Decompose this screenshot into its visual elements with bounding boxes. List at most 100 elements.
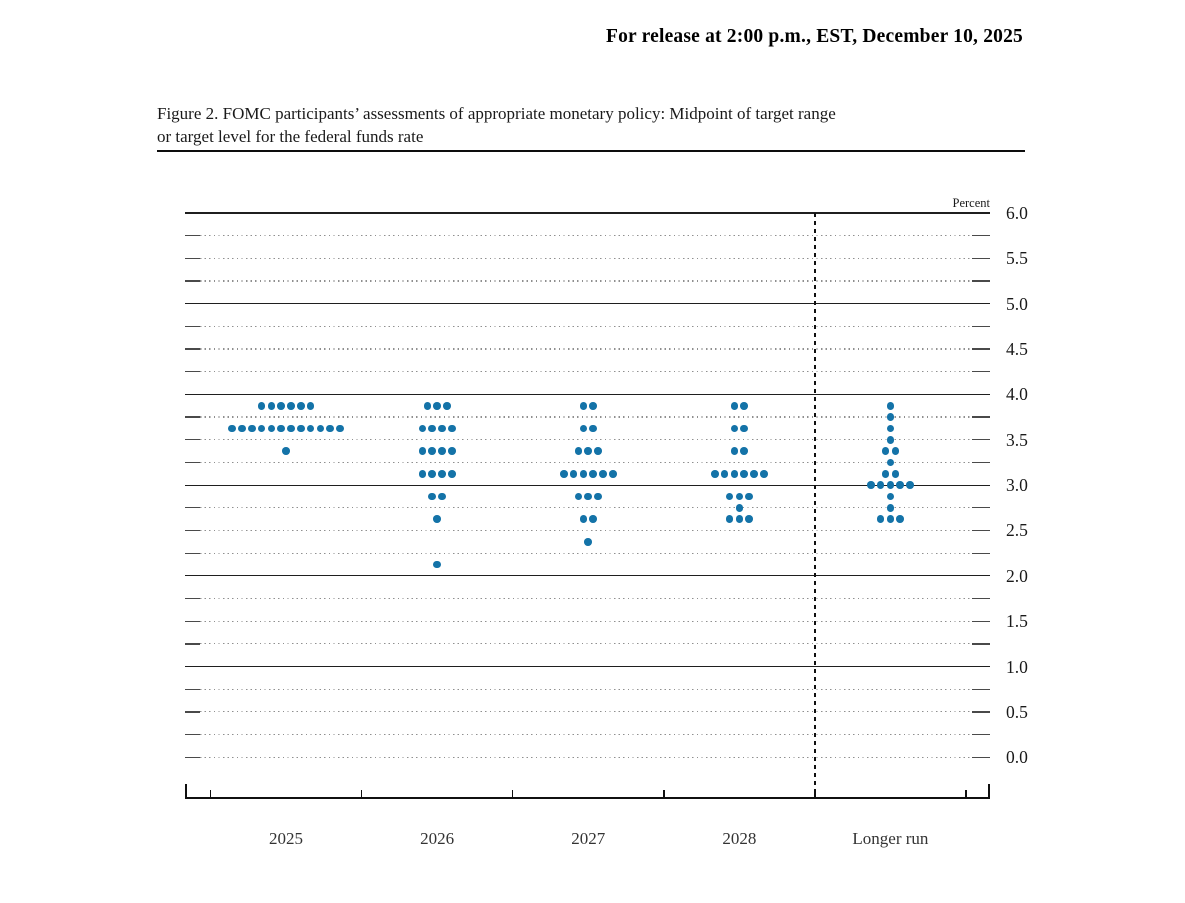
projection-dot <box>443 401 451 410</box>
projection-dot <box>438 492 446 501</box>
gridline-left-dash <box>185 620 200 622</box>
projection-dot <box>730 401 739 410</box>
projection-dot <box>730 424 739 433</box>
gridline-right-dash <box>972 280 990 282</box>
x-axis-category-label: 2025 <box>269 829 304 848</box>
projection-dot <box>886 515 895 523</box>
projection-dot <box>886 401 895 410</box>
gridline-dotted <box>200 643 972 645</box>
projection-dot <box>257 424 266 433</box>
x-axis-tick <box>209 790 212 798</box>
figure-title: Figure 2. FOMC participants’ assessments… <box>157 103 1037 148</box>
projection-dot <box>891 469 900 478</box>
x-axis-category-label: 2028 <box>722 829 757 848</box>
projection-dot <box>886 492 895 501</box>
projection-dot <box>876 515 885 523</box>
projection-dot <box>886 458 895 467</box>
projection-dot <box>296 401 305 410</box>
gridline-left-dash <box>185 529 200 532</box>
projection-dot <box>282 447 290 455</box>
gridline-solid <box>185 212 990 215</box>
projection-dot <box>267 401 276 410</box>
projection-dot <box>876 481 885 489</box>
y-axis-tick-label: 5.0 <box>1006 293 1028 314</box>
projection-dot <box>579 469 588 478</box>
projection-dot <box>336 424 344 433</box>
projection-dot <box>740 447 749 455</box>
x-axis-corner-tick <box>988 784 990 798</box>
projection-dot <box>238 424 246 433</box>
gridline-solid <box>185 484 990 486</box>
gridline-right-dash <box>972 461 990 464</box>
projection-dot <box>886 481 895 489</box>
projection-dot <box>418 469 427 478</box>
x-axis-tick <box>814 790 816 798</box>
gridline-dotted <box>200 733 972 736</box>
projection-dot <box>306 424 315 433</box>
gridline-right-dash <box>972 325 990 328</box>
projection-dot <box>594 492 602 501</box>
projection-dot <box>306 401 315 410</box>
projection-dot <box>584 447 593 455</box>
figure-title-line-2: or target level for the federal funds ra… <box>157 126 424 146</box>
projection-dot <box>418 447 427 455</box>
gridline-dotted <box>200 439 972 441</box>
y-axis-tick-label: 0.5 <box>1006 701 1028 722</box>
projection-dot <box>418 424 427 433</box>
projection-dot <box>711 469 719 478</box>
projection-dot <box>569 469 578 478</box>
gridline-dotted <box>200 552 972 554</box>
projection-dot <box>559 469 568 478</box>
gridline-dotted <box>200 620 972 622</box>
y-axis-tick-label: 2.5 <box>1006 520 1028 541</box>
title-rule <box>157 150 1025 153</box>
projection-dot <box>228 424 236 433</box>
projection-dot <box>740 469 749 478</box>
x-axis-tick <box>511 790 514 798</box>
gridline-dotted <box>200 507 972 509</box>
projection-dot <box>316 424 325 433</box>
gridline-right-dash <box>972 416 990 418</box>
x-axis-line <box>185 797 990 799</box>
x-axis-tick <box>360 790 363 798</box>
projection-dot <box>725 515 734 523</box>
gridline-dotted <box>200 280 972 282</box>
projection-dot <box>735 515 744 523</box>
gridline-solid <box>185 393 990 396</box>
projection-dot <box>296 424 305 433</box>
y-axis-tick-label: 5.5 <box>1006 248 1028 269</box>
projection-dot <box>730 469 739 478</box>
figure-title-line-1: Figure 2. FOMC participants’ assessments… <box>157 104 836 123</box>
release-header: For release at 2:00 p.m., EST, December … <box>605 26 1023 47</box>
longer-run-separator <box>814 213 816 798</box>
gridline-left-dash <box>185 711 200 713</box>
gridline-left-dash <box>185 439 200 441</box>
y-axis-tick-label: 0.0 <box>1006 747 1028 768</box>
projection-dot <box>579 515 588 523</box>
projection-dot <box>589 469 597 478</box>
y-axis-tick-label: 1.0 <box>1006 656 1028 677</box>
projection-dot <box>745 515 753 523</box>
y-axis-tick-label: 4.5 <box>1006 339 1028 360</box>
gridline-dotted <box>200 348 972 350</box>
projection-dot <box>579 401 588 410</box>
projection-dot <box>881 447 890 455</box>
projection-dot <box>574 492 583 501</box>
projection-dot <box>608 469 617 478</box>
gridline-dotted <box>200 711 972 713</box>
projection-dot <box>881 469 890 478</box>
projection-dot <box>896 481 905 489</box>
gridline-right-dash <box>972 620 990 622</box>
gridline-right-dash <box>972 257 990 260</box>
y-axis-tick-label: 6.0 <box>1006 203 1028 223</box>
gridline-right-dash <box>972 733 990 736</box>
gridline-right-dash <box>972 552 990 554</box>
gridline-left-dash <box>185 325 200 328</box>
projection-dot <box>267 424 276 433</box>
projection-dot <box>428 447 437 455</box>
projection-dot <box>428 492 437 501</box>
gridline-right-dash <box>972 643 990 645</box>
projection-dot <box>326 424 334 433</box>
gridline-right-dash <box>972 756 990 758</box>
